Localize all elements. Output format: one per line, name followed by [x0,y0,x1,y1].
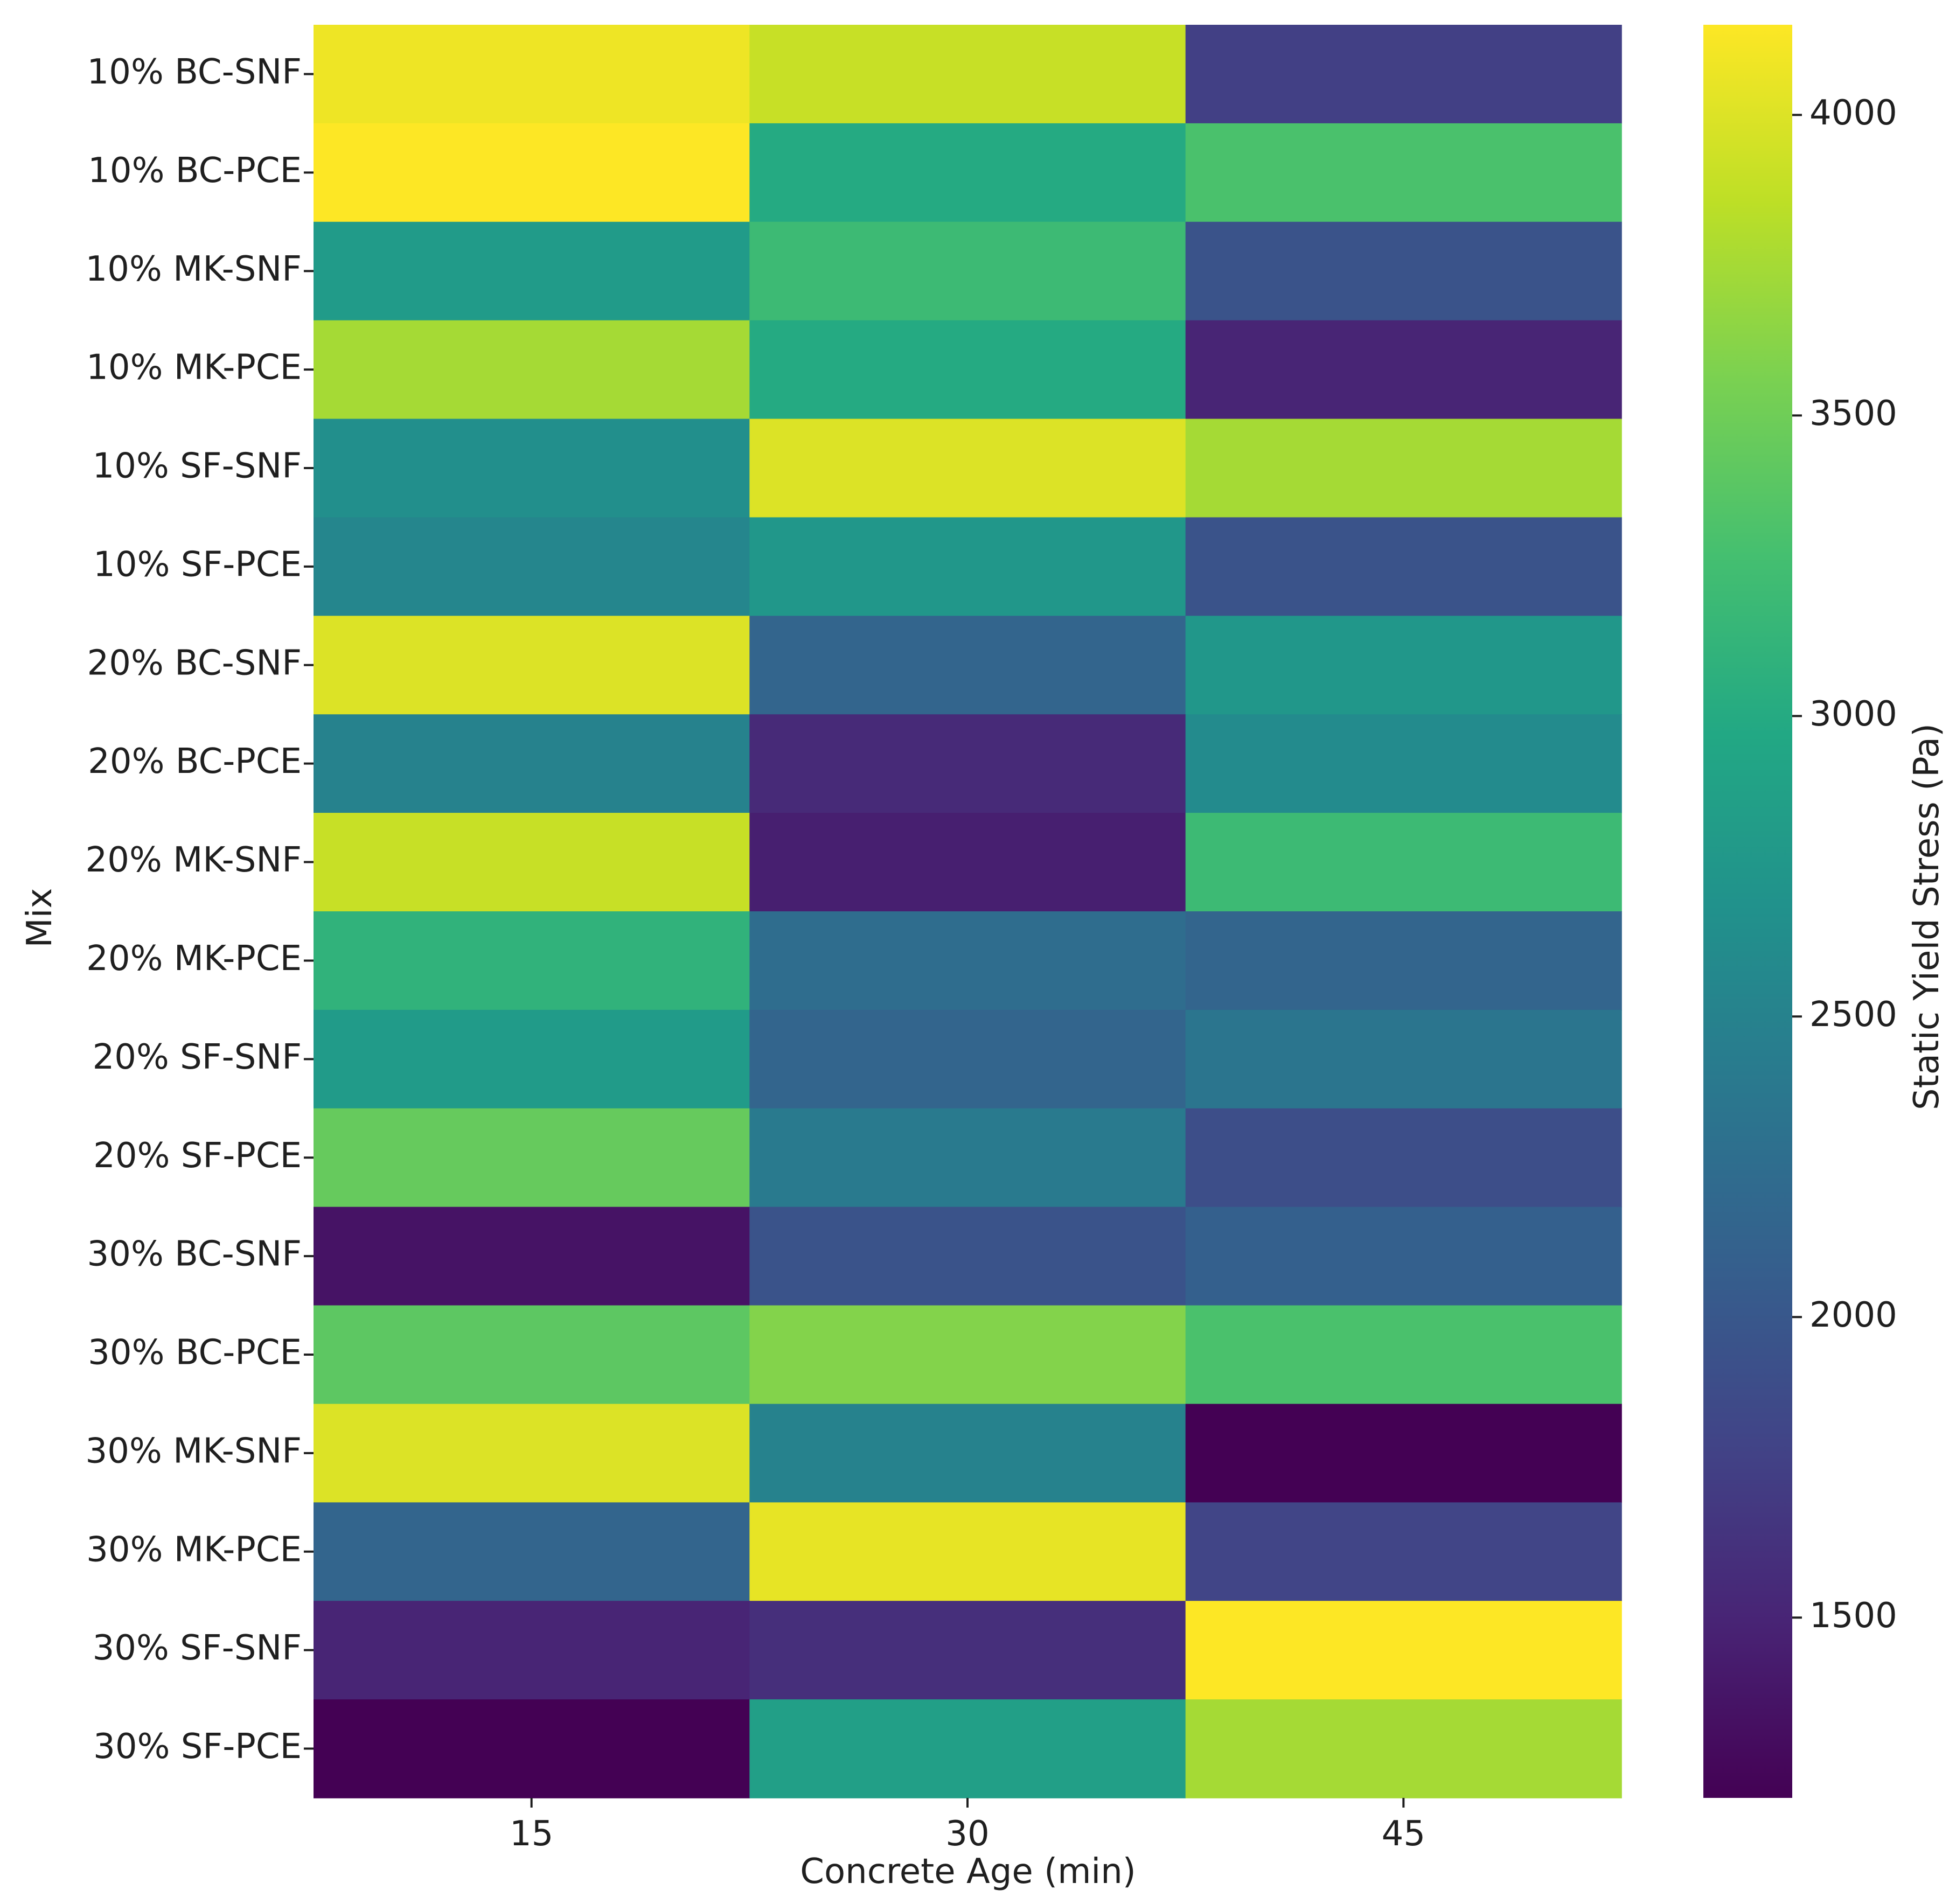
heatmap-cell [314,911,750,1010]
colorbar-title: Static Yield Stress (Pa) [1907,723,1947,1110]
heatmap-cell [314,1305,750,1405]
x-axis-tick-label: 15 [510,1814,553,1854]
y-axis-tick-label: 30% MK-PCE [86,1530,302,1570]
heatmap-cell [314,714,750,813]
heatmap-cell [1185,25,1622,124]
x-axis-tick-label: 45 [1382,1814,1425,1854]
heatmap-cell [1185,1206,1622,1306]
heatmap-cell [1185,1699,1622,1798]
y-axis-tick-label: 10% BC-PCE [88,151,302,191]
heatmap-cell [749,1009,1186,1109]
heatmap-cell [314,419,750,518]
heatmap-cell [1185,1601,1622,1700]
y-axis-tick-label: 20% MK-PCE [86,939,302,979]
heatmap-cell [1185,1305,1622,1405]
heatmap-cell [314,1404,750,1503]
heatmap-cell [1185,1108,1622,1208]
y-axis-ticks: 10% BC-SNF 10% BC-PCE 10% MK-SNF 10% MK-PCE… [86,52,314,1767]
heatmap-cell [1185,1009,1622,1109]
heatmap-cell [1185,616,1622,715]
heatmap-cell [314,813,750,912]
heatmap-cell [749,714,1186,813]
x-axis-ticks: 15 30 45 [510,1798,1425,1854]
y-axis-tick-label: 20% MK-SNF [86,840,302,880]
heatmap-cell [749,320,1186,420]
heatmap-cell [749,517,1186,617]
heatmap-cell [314,221,750,321]
heatmap-cell [1185,1404,1622,1503]
heatmap-cell [749,221,1186,321]
colorbar-tick-label: 1500 [1809,1596,1897,1636]
heatmap-cell [749,123,1186,222]
heatmap-cell [1185,714,1622,813]
heatmap-cell [314,1108,750,1208]
y-axis-tick-label: 10% SF-SNF [93,447,302,486]
colorbar-tick-label: 3000 [1809,694,1897,734]
y-axis-tick-label: 20% BC-PCE [88,742,302,782]
colorbar-tick-label: 2500 [1809,995,1897,1035]
y-axis-tick-label: 10% SF-PCE [93,545,302,584]
y-axis-tick-label: 30% MK-SNF [86,1431,302,1471]
colorbar-gradient [1703,25,1792,1798]
heatmap-cell [1185,419,1622,518]
x-axis-tick-label: 30 [945,1814,989,1854]
heatmap-cell [314,517,750,617]
heatmap-cell [749,616,1186,715]
heatmap-cell [1185,1502,1622,1602]
y-axis-tick-label: 30% SF-PCE [93,1727,302,1767]
heatmap-cell [1185,320,1622,420]
y-axis-title: Mix [20,888,60,948]
y-axis-tick-label: 20% BC-SNF [87,643,302,683]
y-axis-tick-label: 30% BC-SNF [87,1235,302,1274]
heatmap-cell [749,1404,1186,1503]
heatmap-cell [1185,813,1622,912]
heatmap-cell [749,1305,1186,1405]
heatmap-cell [1185,221,1622,321]
heatmap-cell [314,123,750,222]
heatmap-cell [314,1699,750,1798]
heatmap-cell [749,813,1186,912]
heatmap-cell [749,1699,1186,1798]
heatmap-cell [749,1601,1186,1700]
y-axis-tick-label: 10% MK-SNF [86,249,302,289]
heatmap-cell [314,1601,750,1700]
heatmap-cell [1185,123,1622,222]
colorbar-tick-label: 2000 [1809,1295,1897,1335]
heatmap-cell [749,1206,1186,1306]
y-axis-tick-label: 20% SF-PCE [93,1136,302,1176]
colorbar-tick-label: 3500 [1809,394,1897,434]
heatmap-cell [314,25,750,124]
colorbar-tick-label: 4000 [1809,93,1897,133]
x-axis-title: Concrete Age (min) [800,1852,1136,1892]
heatmap-cell [314,616,750,715]
heatmap-cell [314,1502,750,1602]
heatmap-cell [314,1009,750,1109]
heatmap-cell [749,1502,1186,1602]
y-axis-tick-label: 20% SF-SNF [93,1037,302,1077]
heatmap-cell [1185,911,1622,1010]
heatmap-cells [314,25,1622,1798]
heatmap-cell [314,1206,750,1306]
heatmap-cell [1185,517,1622,617]
y-axis-tick-label: 10% MK-PCE [86,348,302,388]
colorbar: 1500 2000 2500 3000 3500 4000 [1703,25,1897,1798]
heatmap-cell [749,911,1186,1010]
heatmap-cell [749,25,1186,124]
heatmap-cell [314,320,750,420]
y-axis-tick-label: 30% BC-PCE [88,1333,302,1373]
y-axis-tick-label: 30% SF-SNF [93,1628,302,1668]
y-axis-tick-label: 10% BC-SNF [87,52,302,92]
heatmap-cell [749,419,1186,518]
heatmap-cell [749,1108,1186,1208]
